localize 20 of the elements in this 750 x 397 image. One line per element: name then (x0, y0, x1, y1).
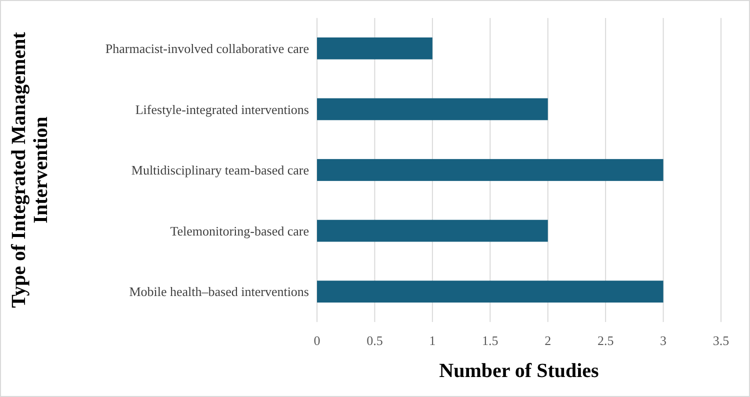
bar (317, 37, 432, 60)
x-tick-label: 2 (544, 333, 552, 348)
y-axis-title: Type of Integrated Management Intervention (8, 32, 52, 308)
bar (317, 280, 664, 303)
y-tick-label: Telemonitoring-based care (170, 223, 310, 238)
x-axis-title: Number of Studies (439, 360, 600, 382)
y-tick-label: Lifestyle-integrated interventions (135, 102, 309, 117)
bar (317, 220, 548, 242)
x-tick-label: 1.5 (482, 333, 498, 348)
x-tick-label: 0.5 (366, 333, 383, 348)
y-tick-label: Mobile health–based interventions (129, 284, 309, 300)
x-tick-label: 1 (429, 333, 436, 348)
y-tick-label: Pharmacist-involved collaborative care (105, 40, 310, 56)
bar (317, 98, 548, 120)
x-tick-label: 3 (660, 333, 667, 348)
x-tick-label: 0 (314, 333, 320, 348)
bar (317, 159, 664, 181)
y-tick-label: Multidisciplinary team-based care (131, 162, 310, 178)
x-tick-label: 2.5 (597, 333, 614, 348)
x-tick-label: 3.5 (712, 333, 730, 348)
